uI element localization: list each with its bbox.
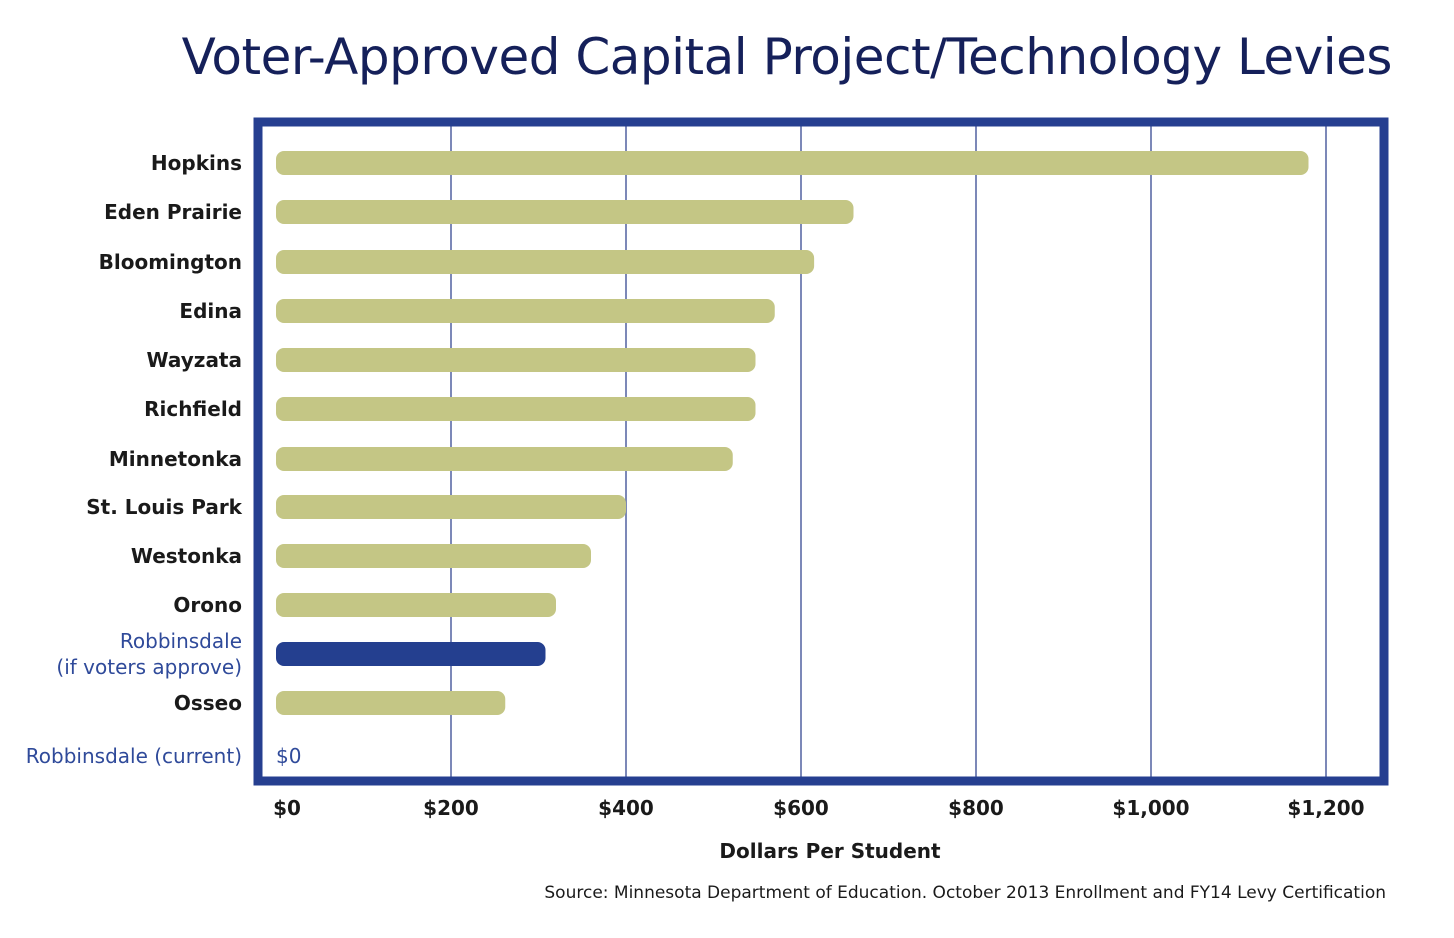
x-tick-label: $1,000	[1112, 796, 1189, 820]
x-tick-label: $0	[273, 796, 301, 820]
bar	[276, 447, 733, 471]
x-tick-label: $200	[423, 796, 479, 820]
category-label: (if voters approve)	[56, 655, 242, 679]
category-label: Orono	[173, 593, 242, 617]
bar-value-label: $0	[276, 744, 301, 768]
bar	[276, 691, 506, 715]
chart-title: Voter-Approved Capital Project/Technolog…	[181, 28, 1393, 86]
category-label: Bloomington	[99, 250, 242, 274]
category-label: St. Louis Park	[86, 495, 242, 519]
category-label: Richfield	[144, 397, 242, 421]
category-label: Eden Prairie	[104, 200, 242, 224]
category-label: Wayzata	[147, 348, 242, 372]
x-tick-label: $1,200	[1287, 796, 1364, 820]
category-label: Westonka	[131, 544, 242, 568]
bar	[276, 495, 626, 519]
x-tick-label: $800	[948, 796, 1004, 820]
category-label: Robbinsdale (current)	[26, 744, 242, 768]
x-axis-title: Dollars Per Student	[719, 839, 941, 863]
plot-frame	[253, 117, 1389, 786]
category-label: Minnetonka	[109, 447, 242, 471]
bar	[276, 593, 556, 617]
x-axis-ticks: $0 $200 $400 $600 $800 $1,000 $1,200	[273, 796, 1365, 820]
category-label: Osseo	[174, 691, 242, 715]
bar	[276, 397, 756, 421]
bar	[276, 544, 591, 568]
category-label: Edina	[179, 299, 242, 323]
category-label: Hopkins	[151, 151, 242, 175]
bar	[276, 642, 546, 666]
category-labels: Hopkins Eden Prairie Bloomington Edina Wayza…	[26, 151, 243, 768]
bar	[276, 299, 775, 323]
x-tick-label: $400	[598, 796, 654, 820]
bar	[276, 151, 1309, 175]
category-label: Robbinsdale	[120, 629, 242, 653]
source-note: Source: Minnesota Department of Educatio…	[544, 883, 1386, 903]
bar	[276, 348, 756, 372]
bar	[276, 250, 815, 274]
x-tick-label: $600	[773, 796, 829, 820]
bars: $0	[276, 151, 1309, 768]
bar	[276, 200, 854, 224]
